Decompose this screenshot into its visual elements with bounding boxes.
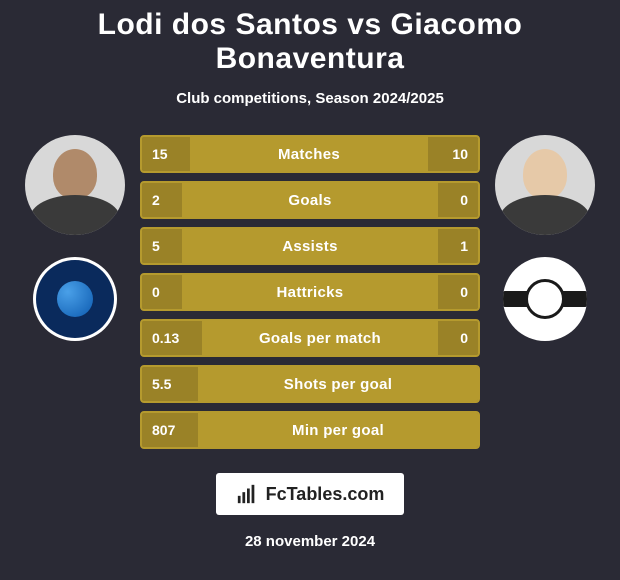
stat-row: 5.5Shots per goal bbox=[140, 365, 480, 403]
stat-right-value: 0 bbox=[438, 321, 478, 355]
left-column bbox=[20, 135, 130, 341]
main-content: 15Matches102Goals05Assists10Hattricks00.… bbox=[0, 135, 620, 449]
stat-left-value: 5 bbox=[142, 229, 182, 263]
player-right-avatar bbox=[495, 135, 595, 235]
chart-icon bbox=[236, 483, 258, 505]
stat-right-value: 0 bbox=[438, 275, 478, 309]
stat-row: 15Matches10 bbox=[140, 135, 480, 173]
avatar-body bbox=[500, 195, 590, 235]
stat-row: 5Assists1 bbox=[140, 227, 480, 265]
stat-row: 0Hattricks0 bbox=[140, 273, 480, 311]
stat-label: Shots per goal bbox=[198, 367, 478, 401]
stat-right-value: 10 bbox=[428, 137, 478, 171]
footer: FcTables.com 28 november 2024 bbox=[216, 473, 405, 550]
brand-logo[interactable]: FcTables.com bbox=[216, 473, 405, 515]
avatar-body bbox=[30, 195, 120, 235]
stat-row: 2Goals0 bbox=[140, 181, 480, 219]
club-left-badge bbox=[33, 257, 117, 341]
stat-row: 0.13Goals per match0 bbox=[140, 319, 480, 357]
stat-row: 807Min per goal bbox=[140, 411, 480, 449]
stat-label: Hattricks bbox=[182, 275, 438, 309]
brand-text: FcTables.com bbox=[266, 484, 385, 505]
stat-left-value: 0 bbox=[142, 275, 182, 309]
subtitle: Club competitions, Season 2024/2025 bbox=[176, 90, 444, 107]
stats-column: 15Matches102Goals05Assists10Hattricks00.… bbox=[140, 135, 480, 449]
stat-left-value: 2 bbox=[142, 183, 182, 217]
club-right-badge bbox=[503, 257, 587, 341]
stat-right-value: 1 bbox=[438, 229, 478, 263]
avatar-head bbox=[53, 149, 97, 199]
right-column bbox=[490, 135, 600, 341]
stat-left-value: 15 bbox=[142, 137, 190, 171]
stat-label: Matches bbox=[190, 137, 428, 171]
avatar-head bbox=[523, 149, 567, 199]
stat-label: Assists bbox=[182, 229, 438, 263]
stat-left-value: 807 bbox=[142, 413, 198, 447]
badge-ball bbox=[57, 281, 93, 317]
date-text: 28 november 2024 bbox=[245, 533, 375, 550]
stat-label: Goals per match bbox=[202, 321, 438, 355]
stat-left-value: 5.5 bbox=[142, 367, 198, 401]
comparison-card: Lodi dos Santos vs Giacomo Bonaventura C… bbox=[0, 0, 620, 580]
stat-label: Goals bbox=[182, 183, 438, 217]
page-title: Lodi dos Santos vs Giacomo Bonaventura bbox=[0, 8, 620, 76]
badge-circle bbox=[525, 279, 565, 319]
stat-label: Min per goal bbox=[198, 413, 478, 447]
stat-right-value: 0 bbox=[438, 183, 478, 217]
stat-left-value: 0.13 bbox=[142, 321, 202, 355]
player-left-avatar bbox=[25, 135, 125, 235]
